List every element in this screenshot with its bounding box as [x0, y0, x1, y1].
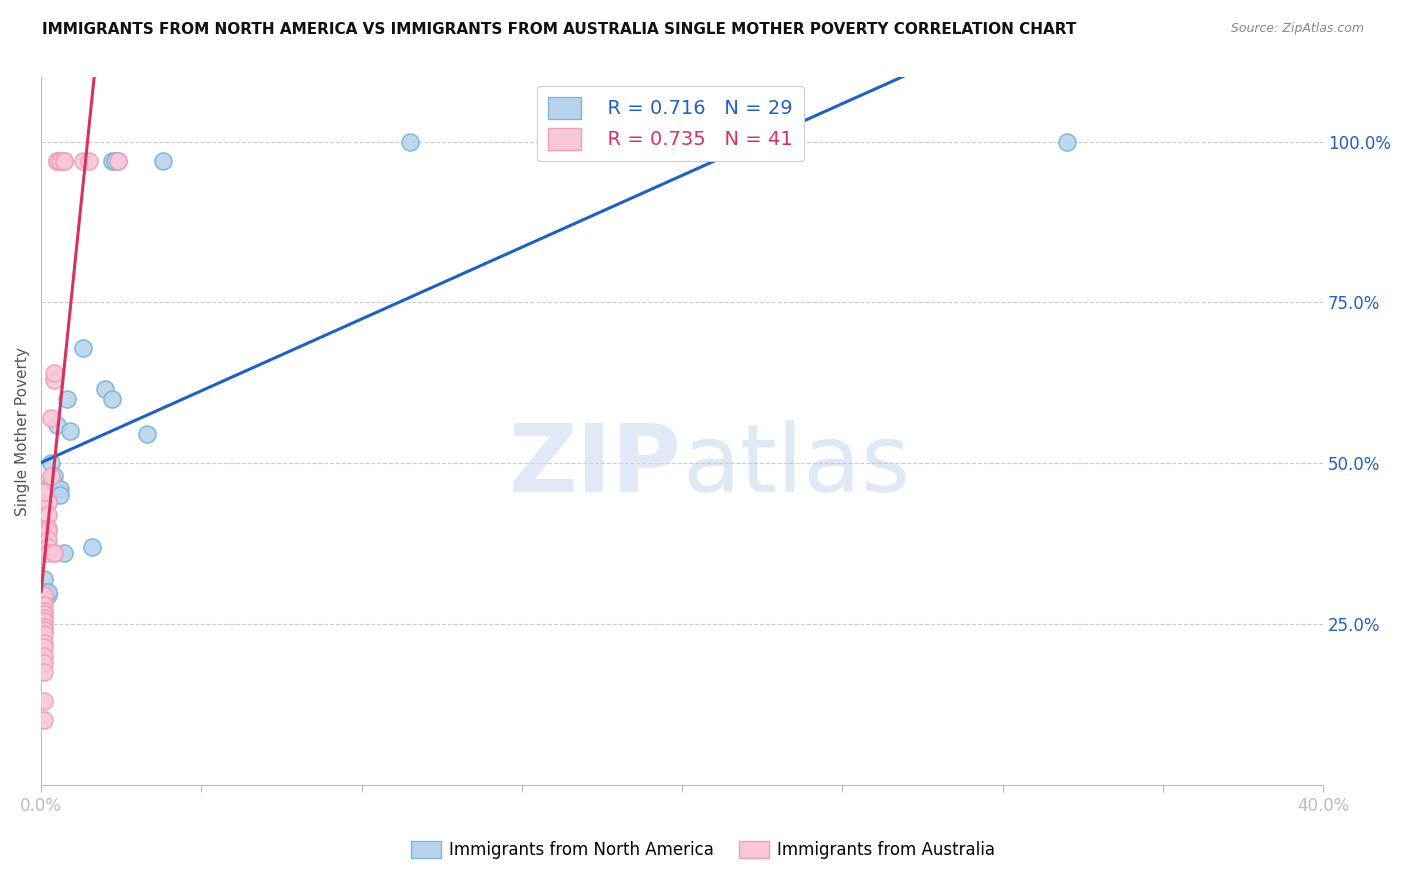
Point	[46, 154, 69, 169]
Text: ZIP: ZIP	[509, 420, 682, 513]
Point	[49, 154, 72, 169]
Point	[52, 154, 75, 169]
Point	[37, 520, 59, 534]
Y-axis label: Single Mother Poverty: Single Mother Poverty	[15, 347, 30, 516]
Point	[34, 485, 56, 500]
Point	[37, 588, 59, 602]
Point	[34, 598, 56, 612]
Point	[39, 469, 62, 483]
Point	[39, 475, 62, 490]
Point	[39, 456, 62, 470]
Point	[34, 694, 56, 708]
Point	[34, 604, 56, 618]
Point	[42, 469, 65, 483]
Point	[39, 411, 62, 425]
Point	[72, 341, 94, 355]
Point	[34, 594, 56, 608]
Point	[34, 607, 56, 622]
Point	[37, 495, 59, 509]
Point	[49, 154, 72, 169]
Legend:   R = 0.716   N = 29,   R = 0.735   N = 41: R = 0.716 N = 29, R = 0.735 N = 41	[537, 87, 804, 161]
Point	[34, 636, 56, 650]
Point	[42, 546, 65, 560]
Point	[34, 620, 56, 634]
Point	[34, 588, 56, 602]
Point	[77, 154, 100, 169]
Point	[42, 475, 65, 490]
Point	[34, 626, 56, 640]
Point	[34, 624, 56, 638]
Legend: Immigrants from North America, Immigrants from Australia: Immigrants from North America, Immigrant…	[404, 834, 1002, 866]
Point	[49, 488, 72, 502]
Point	[59, 424, 82, 438]
Point	[37, 495, 59, 509]
Point	[34, 588, 56, 602]
Text: IMMIGRANTS FROM NORTH AMERICA VS IMMIGRANTS FROM AUSTRALIA SINGLE MOTHER POVERTY: IMMIGRANTS FROM NORTH AMERICA VS IMMIGRA…	[42, 22, 1077, 37]
Text: Source: ZipAtlas.com: Source: ZipAtlas.com	[1230, 22, 1364, 36]
Point	[34, 665, 56, 680]
Point	[34, 588, 56, 602]
Point	[34, 594, 56, 608]
Point	[37, 533, 59, 548]
Point	[34, 714, 56, 728]
Point	[34, 649, 56, 664]
Point	[34, 572, 56, 586]
Point	[42, 373, 65, 387]
Point	[37, 508, 59, 522]
Text: atlas: atlas	[682, 420, 910, 513]
Point	[37, 585, 59, 599]
Point	[94, 382, 117, 396]
Point	[107, 154, 129, 169]
Point	[135, 427, 157, 442]
Point	[37, 546, 59, 560]
Point	[152, 154, 174, 169]
Point	[82, 540, 104, 554]
Point	[72, 154, 94, 169]
Point	[34, 640, 56, 654]
Point	[34, 614, 56, 628]
Point	[49, 482, 72, 496]
Point	[34, 585, 56, 599]
Point	[1056, 135, 1078, 149]
Point	[107, 154, 129, 169]
Point	[52, 546, 75, 560]
Point	[52, 154, 75, 169]
Point	[34, 610, 56, 624]
Point	[42, 366, 65, 380]
Point	[100, 154, 122, 169]
Point	[100, 392, 122, 406]
Point	[37, 524, 59, 538]
Point	[42, 546, 65, 560]
Point	[46, 154, 69, 169]
Point	[104, 154, 127, 169]
Point	[46, 417, 69, 432]
Point	[37, 495, 59, 509]
Point	[34, 656, 56, 670]
Point	[398, 135, 420, 149]
Point	[55, 392, 77, 406]
Point	[37, 540, 59, 554]
